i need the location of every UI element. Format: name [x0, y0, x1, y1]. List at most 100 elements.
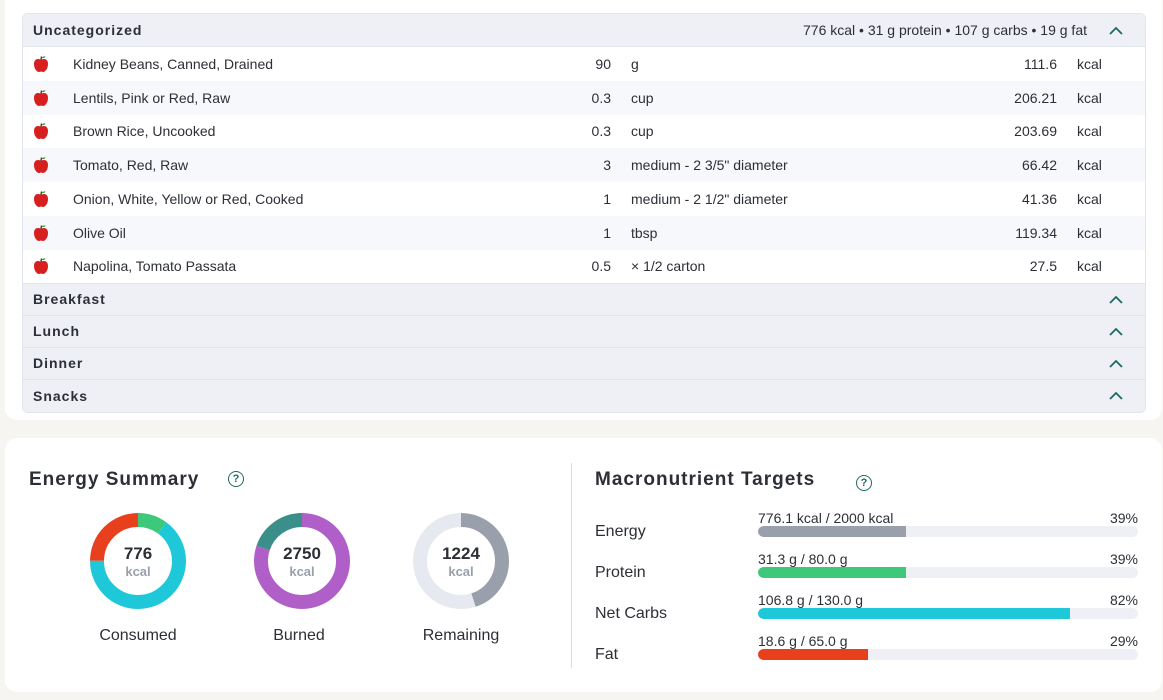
group-title: Dinner [33, 355, 84, 372]
macro-percent: 39% [1109, 510, 1138, 526]
food-name: Olive Oil [73, 224, 126, 241]
food-name: Napolina, Tomato Passata [73, 258, 237, 275]
food-unit[interactable]: cup [631, 123, 654, 140]
help-icon[interactable]: ? [228, 471, 244, 487]
macro-row: Fat 18.6 g / 65.0 g 29% [595, 633, 1140, 667]
food-unit[interactable]: × 1/2 carton [631, 258, 706, 275]
food-name: Onion, White, Yellow or Red, Cooked [73, 191, 304, 208]
donut-segment [90, 513, 186, 609]
food-kcal: 206.21 [1014, 89, 1057, 106]
food-kcal-unit: kcal [1077, 157, 1102, 174]
apple-icon [33, 89, 53, 107]
food-kcal: 203.69 [1014, 123, 1057, 140]
consumed-donut-chart [90, 513, 186, 609]
food-name: Tomato, Red, Raw [73, 157, 189, 174]
apple-icon [33, 257, 53, 275]
food-name: Kidney Beans, Canned, Drained [73, 55, 274, 72]
consumed-label: Consumed [99, 627, 177, 644]
food-amount[interactable]: 1 [603, 191, 611, 208]
food-list: Kidney Beans, Canned, Drained 90 g 111.6 kca… [23, 47, 1145, 284]
burned-value: 2750 [283, 544, 321, 563]
macro-row: Protein 31.3 g / 80.0 g 39% [595, 551, 1140, 585]
chevron-up-icon[interactable] [1109, 389, 1123, 403]
food-kcal-unit: kcal [1077, 123, 1102, 140]
donut-segment [90, 513, 186, 609]
food-unit[interactable]: cup [631, 89, 654, 106]
food-amount[interactable]: 3 [603, 157, 611, 174]
chevron-up-icon[interactable] [1109, 356, 1123, 370]
food-unit[interactable]: medium - 2 1/2" diameter [631, 191, 788, 208]
help-icon[interactable]: ? [856, 475, 872, 491]
macro-name: Fat [595, 646, 619, 663]
macro-progress-track [758, 567, 1138, 578]
food-name: Lentils, Pink or Red, Raw [73, 89, 231, 106]
food-row[interactable]: Onion, White, Yellow or Red, Cooked 1 medi… [23, 182, 1145, 216]
macro-name: Protein [595, 564, 646, 581]
macro-value: 18.6 g / 65.0 g [758, 633, 848, 649]
chevron-up-icon[interactable] [1109, 324, 1123, 338]
food-amount[interactable]: 0.5 [591, 258, 611, 275]
group-title: Snacks [33, 387, 89, 404]
food-row[interactable]: Brown Rice, Uncooked 0.3 cup 203.69 kcal [23, 115, 1145, 149]
group-title: Lunch [33, 323, 80, 340]
group-summary: 776 kcal • 31 g protein • 107 g carbs • … [803, 22, 1087, 38]
macronutrient-targets-title: Macronutrient Targets [595, 469, 816, 490]
group-title: Uncategorized [33, 22, 143, 38]
macro-percent: 29% [1109, 633, 1138, 649]
macro-name: Net Carbs [595, 605, 668, 622]
consumed-value: 776 [123, 544, 153, 563]
group-header-snacks[interactable]: Snacks [23, 379, 1145, 412]
group-header-lunch[interactable]: Lunch [23, 315, 1145, 348]
food-amount[interactable]: 0.3 [591, 123, 611, 140]
macro-row: Energy 776.1 kcal / 2000 kcal 39% [595, 510, 1140, 544]
macro-progress-track [758, 526, 1138, 537]
remaining-unit: kcal [448, 564, 474, 579]
apple-icon [33, 122, 53, 140]
macro-progress-fill [758, 567, 907, 578]
energy-summary-title: Energy Summary [29, 469, 200, 490]
food-kcal-unit: kcal [1077, 191, 1102, 208]
burned-donut-chart [254, 513, 350, 609]
food-row[interactable]: Napolina, Tomato Passata 0.5 × 1/2 carton 2… [23, 250, 1145, 284]
food-amount[interactable]: 0.3 [591, 89, 611, 106]
group-header-breakfast[interactable]: Breakfast [23, 283, 1145, 316]
food-unit[interactable]: medium - 2 3/5" diameter [631, 157, 788, 174]
food-kcal: 111.6 [1024, 55, 1057, 72]
food-diary: Uncategorized 776 kcal • 31 g protein • … [22, 13, 1146, 413]
food-kcal-unit: kcal [1077, 224, 1102, 241]
macro-value: 31.3 g / 80.0 g [758, 551, 848, 567]
food-row[interactable]: Kidney Beans, Canned, Drained 90 g 111.6 kca… [23, 47, 1145, 81]
chevron-up-icon[interactable] [1109, 23, 1123, 37]
chevron-up-icon[interactable] [1109, 292, 1123, 306]
section-divider [571, 463, 572, 668]
macro-progress-track [758, 608, 1138, 619]
apple-icon [33, 224, 53, 242]
consumed-donut: 776 kcal [88, 511, 188, 611]
food-kcal: 41.36 [1021, 191, 1057, 208]
food-row[interactable]: Tomato, Red, Raw 3 medium - 2 3/5" diamete… [23, 148, 1145, 183]
macro-percent: 82% [1109, 592, 1138, 608]
burned-donut: 2750 kcal [252, 511, 352, 611]
food-row[interactable]: Lentils, Pink or Red, Raw 0.3 cup 206.21 kca… [23, 80, 1145, 115]
macro-progress-track [758, 649, 1138, 660]
remaining-donut: 1224 kcal [411, 511, 511, 611]
consumed-unit: kcal [125, 564, 151, 579]
group-header-uncategorized[interactable]: Uncategorized 776 kcal • 31 g protein • … [23, 14, 1145, 47]
group-header-dinner[interactable]: Dinner [23, 347, 1145, 380]
burned-unit: kcal [289, 564, 315, 579]
apple-icon [33, 55, 53, 73]
food-kcal: 66.42 [1021, 157, 1057, 174]
donut-segment [413, 513, 509, 609]
food-kcal: 27.5 [1029, 258, 1057, 275]
macro-progress-fill [758, 649, 869, 660]
macro-value: 776.1 kcal / 2000 kcal [758, 510, 894, 526]
macro-progress-fill [758, 608, 1070, 619]
food-row[interactable]: Olive Oil 1 tbsp 119.34 kcal [23, 215, 1145, 250]
macro-name: Energy [595, 523, 646, 540]
apple-icon [33, 156, 53, 174]
food-amount[interactable]: 1 [603, 224, 611, 241]
macro-percent: 39% [1109, 551, 1138, 567]
food-amount[interactable]: 90 [595, 55, 611, 72]
food-unit[interactable]: g [631, 55, 639, 72]
food-unit[interactable]: tbsp [631, 224, 658, 241]
